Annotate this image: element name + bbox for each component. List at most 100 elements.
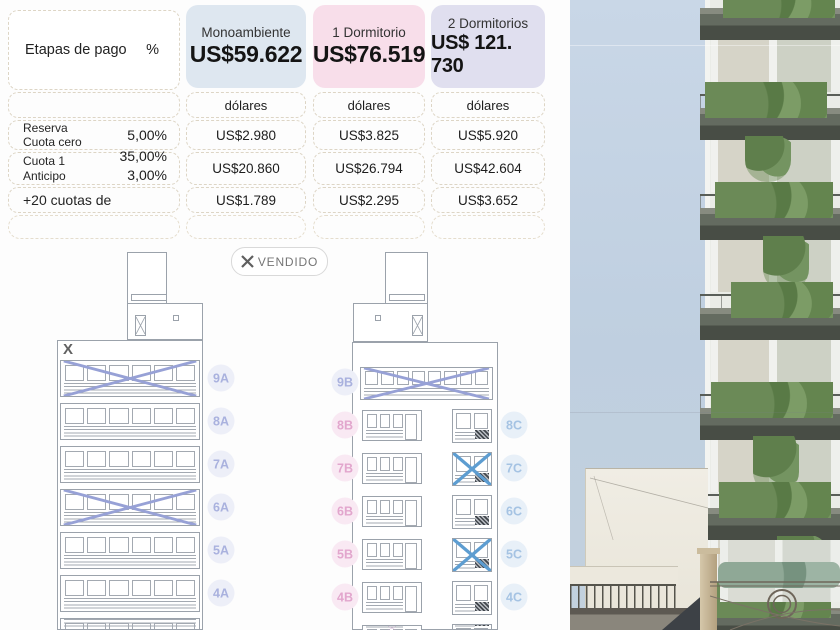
window-pane: [473, 413, 488, 429]
floor-label-chip: 5C: [500, 540, 528, 568]
window-pane: [393, 500, 403, 514]
floor-unit-a: [60, 446, 200, 483]
floor-windows: [367, 457, 403, 471]
unit-card: 1 Dormitorio US$76.519: [312, 5, 426, 88]
price-cell: US$20.860: [186, 152, 306, 185]
floor-label-chip: 9B: [331, 368, 359, 396]
balcony-plants: [711, 382, 833, 418]
floor-unit-c: [452, 538, 492, 572]
floor-unit-b: [362, 453, 422, 484]
window-pane: [475, 371, 488, 385]
price-cell: [186, 215, 306, 239]
sold-legend-pill: VENDIDO: [231, 247, 328, 276]
unit-door: [405, 543, 417, 569]
unit-card: Monoambiente US$59.622: [186, 5, 306, 88]
floor-unit-b: [362, 410, 422, 441]
foreground-parapet: [570, 566, 678, 585]
stage-percent-value: 3,00%: [127, 166, 167, 183]
floor-windows: [65, 365, 196, 381]
balcony-railing: [64, 619, 196, 627]
stage-percent-value: 35,00%: [119, 148, 167, 165]
floor-windows: [367, 543, 403, 557]
sold-legend-label: VENDIDO: [257, 254, 319, 269]
unit-card: 2 Dormitorios US$ 121. 730: [431, 5, 545, 88]
percent-header-label: %: [146, 42, 159, 58]
floor-label-chip: 6C: [500, 497, 528, 525]
balcony-railing: [366, 602, 403, 610]
floor-unit-a: [60, 575, 200, 612]
roof-door: [135, 315, 146, 336]
foreground-pillar-cap: [697, 548, 720, 554]
price-cell: [431, 215, 545, 239]
floor-unit-a: [60, 489, 200, 526]
window-pane: [131, 537, 151, 553]
stage-label: +20 cuotas de: [23, 192, 111, 209]
unit-name: 2 Dormitorios: [447, 15, 529, 31]
unit-door: [405, 500, 417, 526]
balcony-railing: [364, 388, 489, 397]
floor-label-chip: 6A: [207, 493, 235, 521]
unit-door: [405, 586, 417, 612]
balcony-railing: [64, 469, 196, 480]
window-pane: [367, 500, 377, 514]
floor-label-chip: 9A: [207, 364, 235, 392]
stage-label: Reserva Cuota cero: [23, 121, 82, 149]
roof-box: [375, 315, 381, 321]
window-pane: [380, 586, 390, 600]
window-pane: [65, 580, 85, 596]
floor-unit-a: [60, 532, 200, 569]
window-pane: [393, 457, 403, 471]
sold-x-icon: [63, 361, 197, 396]
window-pane: [473, 585, 488, 601]
balcony-railing: [455, 625, 475, 627]
balcony-railing: [366, 559, 403, 567]
floor-windows: [456, 413, 488, 429]
window-pane: [393, 414, 403, 428]
window-pane: [367, 543, 377, 557]
stage-cell: Reserva Cuota cero 5,00%: [8, 120, 180, 150]
stage-cell: Cuota 1 Anticipo 35,00% 3,00%: [8, 148, 180, 185]
iron-gate: [710, 581, 840, 630]
floor-label-chip: 6B: [331, 497, 359, 525]
floor-unit-c: [452, 409, 492, 443]
ground-floor-hedge: [718, 562, 840, 588]
unit-price: US$76.519: [312, 41, 426, 67]
floor-unit-b: [362, 496, 422, 527]
floor-label-chip: 5A: [207, 536, 235, 564]
window-pane: [87, 408, 107, 424]
window-pane: [131, 451, 151, 467]
balcony-railing: [455, 604, 475, 612]
balcony-railing: [455, 432, 475, 440]
sold-x-icon: [453, 453, 491, 485]
window-pane: [456, 628, 471, 629]
floor-label-chip: 4B: [331, 583, 359, 611]
balcony-plants: [731, 282, 833, 318]
sold-x-icon: [241, 255, 254, 268]
balcony-railing: [455, 561, 475, 569]
balcony-plants: [719, 482, 831, 518]
price-cell: US$2.295: [313, 187, 425, 213]
sold-x-icon: [135, 316, 146, 335]
floor-label-chip: 5B: [331, 540, 359, 568]
window-pane: [367, 586, 377, 600]
window-pane: [175, 451, 196, 467]
floor-windows: [65, 580, 196, 596]
unit-door: [405, 414, 417, 440]
floor-windows: [367, 414, 403, 428]
window-pane: [175, 494, 196, 510]
price-cell: US$5.920: [431, 120, 545, 150]
stage-percents: 35,00% 3,00%: [120, 147, 167, 183]
floor-label-chip: 7C: [500, 454, 528, 482]
balcony-railing: [64, 383, 196, 394]
unit-detail-sketch: [475, 602, 489, 611]
window-pane: [365, 371, 378, 385]
window-pane: [380, 543, 390, 557]
window-pane: [175, 365, 196, 381]
window-pane: [109, 451, 129, 467]
stage-cell: +20 cuotas de: [8, 187, 180, 213]
foreground-railing: [570, 584, 676, 610]
window-pane: [109, 537, 129, 553]
price-cell: [313, 215, 425, 239]
balcony-railing: [64, 426, 196, 437]
balcony-railing: [366, 473, 403, 481]
